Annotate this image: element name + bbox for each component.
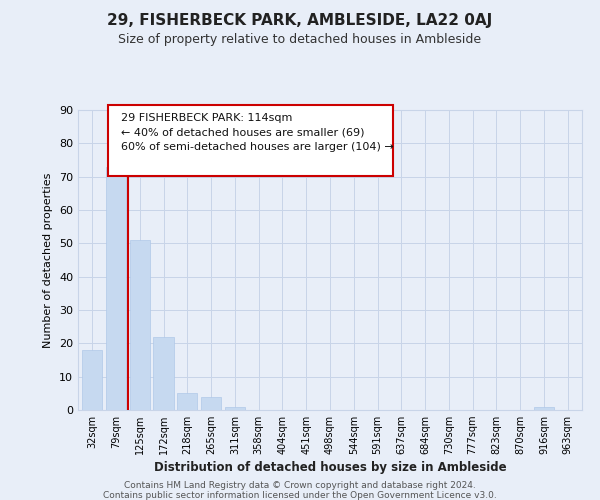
- Bar: [82, 350, 103, 410]
- Bar: [534, 406, 554, 410]
- Text: Distribution of detached houses by size in Ambleside: Distribution of detached houses by size …: [154, 461, 506, 474]
- Text: Size of property relative to detached houses in Ambleside: Size of property relative to detached ho…: [118, 32, 482, 46]
- Text: 29 FISHERBECK PARK: 114sqm
← 40% of detached houses are smaller (69)
60% of semi: 29 FISHERBECK PARK: 114sqm ← 40% of deta…: [121, 113, 394, 152]
- Bar: [130, 240, 150, 410]
- Y-axis label: Number of detached properties: Number of detached properties: [43, 172, 53, 348]
- Bar: [177, 394, 197, 410]
- Bar: [154, 336, 173, 410]
- Text: Contains public sector information licensed under the Open Government Licence v3: Contains public sector information licen…: [103, 490, 497, 500]
- Bar: [201, 396, 221, 410]
- Text: Contains HM Land Registry data © Crown copyright and database right 2024.: Contains HM Land Registry data © Crown c…: [124, 482, 476, 490]
- FancyBboxPatch shape: [108, 106, 393, 176]
- Bar: [106, 166, 126, 410]
- Bar: [225, 406, 245, 410]
- Text: 29, FISHERBECK PARK, AMBLESIDE, LA22 0AJ: 29, FISHERBECK PARK, AMBLESIDE, LA22 0AJ: [107, 12, 493, 28]
